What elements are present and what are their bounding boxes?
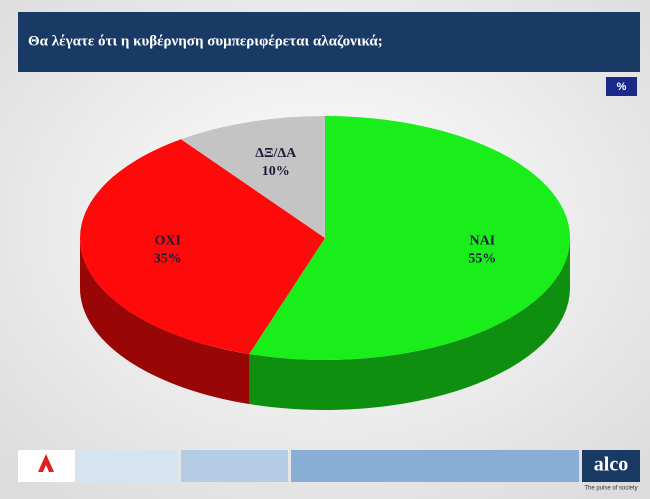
slice-value-label: 55% xyxy=(468,252,496,267)
footer-bar xyxy=(78,450,178,482)
title: Θα λέγατε ότι η κυβέρνηση συμπεριφέρεται… xyxy=(28,33,383,49)
footer-logo-box xyxy=(582,450,640,482)
slice-side xyxy=(249,238,570,410)
slice-value-label: 35% xyxy=(154,252,182,267)
tagline: The pulse of society xyxy=(584,486,637,492)
slice-label: ΝΑΙ xyxy=(469,234,495,249)
slice-value-label: 10% xyxy=(262,164,290,179)
unit-badge: % xyxy=(617,81,627,93)
footer-bar xyxy=(291,450,579,482)
slice-label: ΔΞ/ΔΑ xyxy=(255,146,297,161)
footer-icon xyxy=(38,454,54,472)
slice-side-shade xyxy=(80,238,250,405)
unit-badge-box xyxy=(606,77,637,96)
footer-bar xyxy=(181,450,288,482)
slice xyxy=(80,139,326,355)
title-bar xyxy=(18,12,640,72)
slice xyxy=(180,116,325,238)
logo: alco xyxy=(594,454,628,476)
slice-side-shade xyxy=(249,238,570,410)
slice xyxy=(249,116,571,361)
slice-side xyxy=(80,238,250,405)
slice-label: ΟΧΙ xyxy=(154,234,180,249)
pie-chart: ΝΑΙ 55% ΟΧΙ 35% ΔΞ/ΔΑ 10% xyxy=(80,116,571,410)
